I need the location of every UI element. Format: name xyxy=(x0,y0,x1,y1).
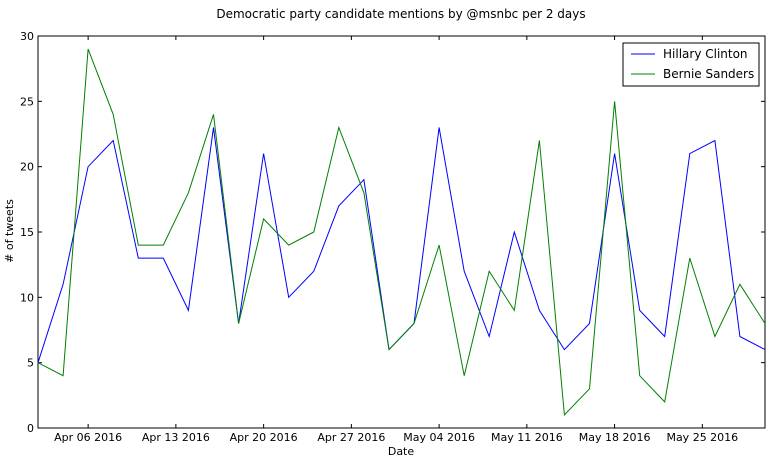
x-tick-label: Apr 20 2016 xyxy=(230,431,298,444)
y-tick-label: 5 xyxy=(27,357,34,370)
chart-title: Democratic party candidate mentions by @… xyxy=(216,7,585,21)
y-axis-label: # of tweets xyxy=(3,199,16,263)
x-tick-label: May 25 2016 xyxy=(666,431,738,444)
x-tick-label: Apr 13 2016 xyxy=(142,431,210,444)
series-line-bernie-sanders xyxy=(37,48,766,417)
plot-frame xyxy=(37,35,766,429)
x-tick-label: Apr 27 2016 xyxy=(317,431,385,444)
legend: Hillary Clinton Bernie Sanders xyxy=(622,42,760,87)
x-tick-label: May 04 2016 xyxy=(403,431,475,444)
x-tick-label: Apr 06 2016 xyxy=(54,431,122,444)
legend-label-hillary-clinton: Hillary Clinton xyxy=(663,47,748,61)
y-tick-label: 15 xyxy=(20,226,34,239)
x-axis-label: Date xyxy=(388,445,415,458)
y-tick-label: 30 xyxy=(20,30,34,43)
x-tick-label: May 18 2016 xyxy=(579,431,651,444)
y-tick-label: 25 xyxy=(20,95,34,108)
y-tick-label: 20 xyxy=(20,161,34,174)
x-tick-label: May 11 2016 xyxy=(491,431,563,444)
y-tick-label: 10 xyxy=(20,291,34,304)
legend-label-bernie-sanders: Bernie Sanders xyxy=(663,67,754,81)
plot-area: 0 5 10 15 20 25 30 Apr 06 2016 Apr 13 2016 Apr 20… xyxy=(20,30,766,444)
legend-box xyxy=(622,42,760,87)
y-tick-label: 0 xyxy=(27,422,34,435)
